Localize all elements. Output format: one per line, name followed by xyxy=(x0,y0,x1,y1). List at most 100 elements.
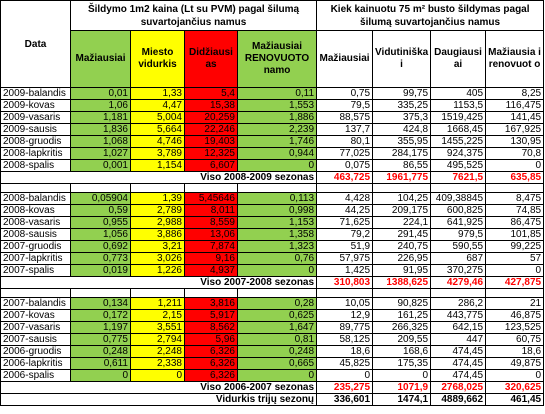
table-cell: 2,15 xyxy=(130,309,185,322)
spacer-cell xyxy=(316,288,374,298)
table-cell: 0,692 xyxy=(70,240,131,253)
table-cell: 0 xyxy=(485,369,545,382)
table-cell: 3,551 xyxy=(130,321,185,334)
table-cell: 60,75 xyxy=(485,333,545,346)
table-row: 2008-sausis 1,056 3,886 13,06 1,358 79,2 291,4… xyxy=(0,228,545,241)
table-cell: 8,011 xyxy=(184,204,238,217)
table-cell: 3,789 xyxy=(130,147,185,160)
table-row: 2009-kovas 1,06 4,47 15,38 1,553 79,5 335,25 11… xyxy=(0,99,545,112)
table-cell: 4,47 xyxy=(130,99,185,112)
table-cell: 409,38845 xyxy=(430,192,487,205)
table-cell: 71,625 xyxy=(316,216,374,229)
table-cell: 2,988 xyxy=(130,216,185,229)
table-cell: 0,075 xyxy=(316,159,374,172)
row-date: 2008-sausis xyxy=(0,228,71,241)
spacer-cell xyxy=(130,183,185,193)
table-cell: 335,25 xyxy=(372,99,432,112)
table-cell: 51,9 xyxy=(316,240,374,253)
table-cell: 79,2 xyxy=(316,228,374,241)
table-cell: 19,403 xyxy=(184,135,238,148)
table-row: 2009-balandis 0,01 1,33 5,4 0,11 0,75 99,75 405… xyxy=(0,87,545,100)
spacer-cell xyxy=(485,288,545,298)
table-cell: 1,06 xyxy=(70,99,131,112)
table-cell: 0 xyxy=(485,264,545,277)
table-cell: 2,794 xyxy=(130,333,185,346)
table-cell: 209,175 xyxy=(372,204,432,217)
row-date: 2007-gruodis xyxy=(0,240,71,253)
table-cell: 1455,225 xyxy=(430,135,487,148)
table-cell: 0,775 xyxy=(70,333,131,346)
table-cell: 0,01 xyxy=(70,87,131,100)
col-header-cost-min-renovated: Mažiausia i renovuot o xyxy=(485,30,545,88)
table-cell: 20,259 xyxy=(184,111,238,124)
table-cell: 1,154 xyxy=(130,159,185,172)
row-date: 2007-balandis xyxy=(0,297,71,310)
table-body: 2009-balandis 0,01 1,33 5,4 0,11 0,75 99,75 405… xyxy=(0,87,545,406)
season-summary-value: 1388,625 xyxy=(372,276,432,289)
table-cell: 21 xyxy=(485,297,545,310)
row-date: 2008-balandis xyxy=(0,192,71,205)
table-cell: 4,937 xyxy=(184,264,238,277)
table-cell: 240,75 xyxy=(372,240,432,253)
row-date: 2009-kovas xyxy=(0,99,71,112)
table-cell: 2,248 xyxy=(130,345,185,358)
row-date: 2008-kovas xyxy=(0,204,71,217)
table-cell: 175,35 xyxy=(372,357,432,370)
table-cell: 7,874 xyxy=(184,240,238,253)
table-cell: 44,25 xyxy=(316,204,374,217)
table-cell: 1,647 xyxy=(236,321,318,334)
table-cell: 0 xyxy=(236,264,318,277)
table-cell: 0,172 xyxy=(70,309,131,322)
table-cell: 924,375 xyxy=(430,147,487,160)
table-cell: 266,325 xyxy=(372,321,432,334)
table-row: 2007-balandis 0,134 1,211 3,816 0,28 10,05 90,… xyxy=(0,297,545,310)
table-cell: 8,559 xyxy=(184,216,238,229)
row-date: 2008-vasaris xyxy=(0,216,71,229)
table-cell: 86,475 xyxy=(485,216,545,229)
table-cell: 979,5 xyxy=(430,228,487,241)
table-cell: 600,825 xyxy=(430,204,487,217)
table-cell: 104,25 xyxy=(372,192,432,205)
row-date: 2009-sausis xyxy=(0,123,71,136)
season-summary-value: 463,725 xyxy=(316,171,374,184)
table-cell: 18,6 xyxy=(316,345,374,358)
table-cell: 74,85 xyxy=(485,204,545,217)
table-cell: 2,239 xyxy=(236,123,318,136)
table-row: 2008-kovas 0,59 2,789 8,011 0,998 44,25 209,17… xyxy=(0,204,545,217)
table-cell: 5,917 xyxy=(184,309,238,322)
table-cell: 1,226 xyxy=(130,264,185,277)
table-row: 2008-spalis 0,001 1,154 6,607 0 0,075 86,55 495… xyxy=(0,159,545,172)
table-cell: 1,33 xyxy=(130,87,185,100)
season-summary-row: Viso 2006-2007 sezonas 235,275 1071,9 2768,… xyxy=(0,381,545,394)
table-cell: 0,955 xyxy=(70,216,131,229)
row-date: 2007-lapkritis xyxy=(0,252,71,265)
table-cell: 6,326 xyxy=(184,345,238,358)
spacer-cell xyxy=(316,183,374,193)
season-summary-row: Viso 2008-2009 sezonas 463,725 1961,775 762… xyxy=(0,171,545,184)
cost-75m2-group-header: Kiek kainuotu 75 m² busto šildymas pagal… xyxy=(316,0,545,31)
table-cell: 284,175 xyxy=(372,147,432,160)
row-date: 2006-lapkritis xyxy=(0,357,71,370)
table-cell: 8,25 xyxy=(485,87,545,100)
season-summary-value: 2768,025 xyxy=(430,381,487,394)
table-cell: 355,95 xyxy=(372,135,432,148)
table-cell: 15,38 xyxy=(184,99,238,112)
table-cell: 79,5 xyxy=(316,99,374,112)
average-label: Vidurkis trijų sezonų xyxy=(0,393,318,406)
col-header-max: Didžiausi as xyxy=(184,30,238,88)
table-cell: 0,773 xyxy=(70,252,131,265)
table-cell: 0,665 xyxy=(236,357,318,370)
row-date: 2007-vasaris xyxy=(0,321,71,334)
table-cell: 1,197 xyxy=(70,321,131,334)
table-cell: 99,225 xyxy=(485,240,545,253)
table-cell: 1,358 xyxy=(236,228,318,241)
table-cell: 9,16 xyxy=(184,252,238,265)
table-cell: 22,246 xyxy=(184,123,238,136)
table-cell: 447 xyxy=(430,333,487,346)
table-cell: 0 xyxy=(316,369,374,382)
average-value: 1474,1 xyxy=(372,393,432,406)
table-cell: 1668,45 xyxy=(430,123,487,136)
row-date: 2006-spalis xyxy=(0,369,71,382)
season-summary-value: 1071,9 xyxy=(372,381,432,394)
table-cell: 1,181 xyxy=(70,111,131,124)
